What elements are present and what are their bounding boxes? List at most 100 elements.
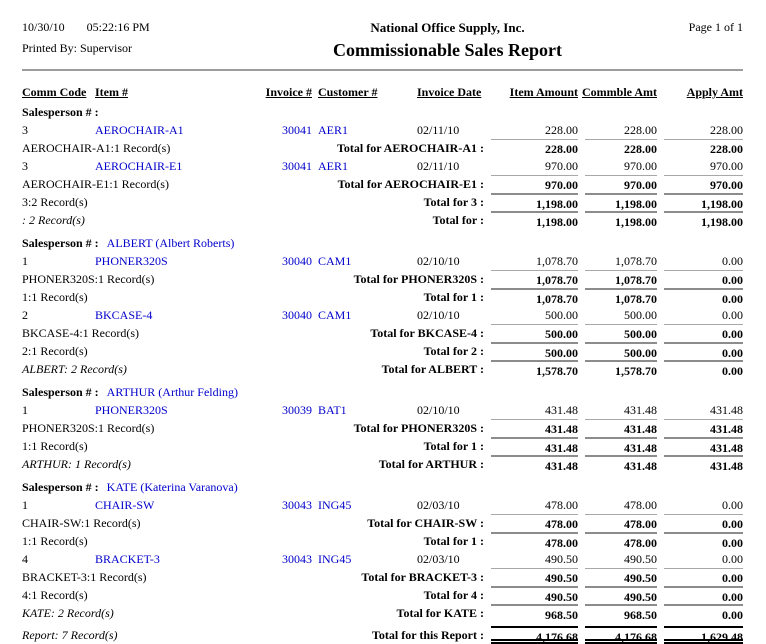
customer-link[interactable]: BAT1 [318, 403, 347, 417]
page-indicator: Page 1 of 1 [688, 20, 743, 34]
commble-amt-cell: 970.00 [624, 159, 657, 173]
total-row: ARTHUR: 1 Record(s) Total for ARTHUR : 4… [22, 455, 743, 473]
invoice-link[interactable]: 30040 [282, 308, 312, 322]
record-count-label: KATE: 2 Record(s) [22, 606, 114, 620]
salesperson-link[interactable]: KATE (Katerina Varanova) [106, 480, 238, 494]
customer-link[interactable]: CAM1 [318, 254, 352, 268]
print-date: 10/30/10 [22, 20, 65, 34]
report-title: Commissionable Sales Report [333, 40, 562, 60]
salesperson-link[interactable]: ARTHUR (Arthur Felding) [106, 385, 238, 399]
comm-code-cell: 1 [22, 498, 28, 512]
salesperson-link[interactable]: ALBERT (Albert Roberts) [106, 236, 235, 250]
item-amount-cell: 500.00 [545, 308, 578, 322]
record-count-label: 3:2 Record(s) [22, 195, 88, 209]
detail-row: 1 PHONER320S 30040 CAM1 02/10/10 1,078.7… [22, 252, 743, 270]
customer-link[interactable]: ING45 [318, 498, 352, 512]
salesperson-row: Salesperson # : KATE (Katerina Varanova) [22, 478, 743, 496]
total-commble-amt: 490.50 [585, 568, 657, 586]
record-count-label: 1:1 Record(s) [22, 439, 88, 453]
total-item-amount: 431.48 [491, 419, 578, 437]
total-item-amount: 1,198.00 [491, 193, 578, 211]
invoice-link[interactable]: 30043 [282, 498, 312, 512]
customer-link[interactable]: ING45 [318, 552, 352, 566]
total-label: Total for 1 : [423, 534, 484, 548]
item-link[interactable]: BRACKET-3 [95, 552, 160, 566]
salesperson-label: Salesperson # : [22, 385, 99, 399]
apply-amt-cell: 0.00 [722, 498, 743, 512]
report-rows: Salesperson # : 3 AEROCHAIR-A1 30041 AER… [22, 103, 743, 644]
customer-link[interactable]: AER1 [318, 123, 348, 137]
total-apply-amt: 0.00 [664, 568, 743, 586]
record-count-label: BRACKET-3:1 Record(s) [22, 570, 147, 584]
total-label: Total for this Report : [372, 628, 484, 642]
total-commble-amt: 228.00 [585, 139, 657, 157]
total-item-amount: 970.00 [491, 175, 578, 193]
salesperson-label: Salesperson # : [22, 236, 99, 250]
total-apply-amt: 228.00 [664, 139, 743, 157]
print-time: 05:22:16 PM [86, 20, 150, 34]
item-link[interactable]: AEROCHAIR-A1 [95, 123, 184, 137]
item-amount-cell: 478.00 [545, 498, 578, 512]
total-apply-amt: 1,198.00 [664, 211, 743, 229]
item-link[interactable]: PHONER320S [95, 254, 168, 268]
comm-code-cell: 1 [22, 254, 28, 268]
col-header-apply-amt: Apply Amt [686, 85, 743, 99]
item-link[interactable]: PHONER320S [95, 403, 168, 417]
apply-amt-cell: 431.48 [710, 403, 743, 417]
total-row: BKCASE-4:1 Record(s) Total for BKCASE-4 … [22, 324, 743, 342]
salesperson-link[interactable] [99, 105, 107, 119]
comm-code-cell: 2 [22, 308, 28, 322]
item-link[interactable]: AEROCHAIR-E1 [95, 159, 183, 173]
detail-row: 3 AEROCHAIR-A1 30041 AER1 02/11/10 228.0… [22, 121, 743, 139]
total-item-amount: 228.00 [491, 139, 578, 157]
header-divider [22, 69, 743, 71]
invoice-date-cell: 02/03/10 [417, 498, 460, 512]
printed-by: Printed By: Supervisor [22, 41, 132, 55]
detail-row: 3 AEROCHAIR-E1 30041 AER1 02/11/10 970.0… [22, 157, 743, 175]
total-row: BRACKET-3:1 Record(s) Total for BRACKET-… [22, 568, 743, 586]
invoice-link[interactable]: 30041 [282, 123, 312, 137]
total-commble-amt: 1,198.00 [585, 193, 657, 211]
col-header-commble-amt: Commble Amt [582, 85, 657, 99]
total-apply-amt: 0.00 [664, 270, 743, 288]
total-commble-amt: 431.48 [585, 437, 657, 455]
record-count-label: AEROCHAIR-E1:1 Record(s) [22, 177, 169, 191]
total-apply-amt: 970.00 [664, 175, 743, 193]
total-row: : 2 Record(s) Total for : 1,198.00 1,198… [22, 211, 743, 229]
item-link[interactable]: CHAIR-SW [95, 498, 155, 512]
total-row: KATE: 2 Record(s) Total for KATE : 968.5… [22, 604, 743, 622]
total-row: 1:1 Record(s) Total for 1 : 1,078.70 1,0… [22, 288, 743, 306]
apply-amt-cell: 0.00 [722, 254, 743, 268]
total-item-amount: 478.00 [491, 514, 578, 532]
total-apply-amt: 0.00 [664, 604, 743, 622]
total-item-amount: 1,078.70 [491, 270, 578, 288]
salesperson-row: Salesperson # : ARTHUR (Arthur Felding) [22, 383, 743, 401]
total-row: CHAIR-SW:1 Record(s) Total for CHAIR-SW … [22, 514, 743, 532]
item-link[interactable]: BKCASE-4 [95, 308, 153, 322]
total-row: ALBERT: 2 Record(s) Total for ALBERT : 1… [22, 360, 743, 378]
invoice-link[interactable]: 30040 [282, 254, 312, 268]
commble-amt-cell: 500.00 [624, 308, 657, 322]
customer-link[interactable]: CAM1 [318, 308, 352, 322]
total-item-amount: 1,198.00 [491, 211, 578, 229]
total-row: 2:1 Record(s) Total for 2 : 500.00 500.0… [22, 342, 743, 360]
total-apply-amt: 1,629.48 [664, 626, 743, 644]
invoice-link[interactable]: 30043 [282, 552, 312, 566]
col-header-invoice: Invoice # [265, 85, 312, 99]
invoice-link[interactable]: 30041 [282, 159, 312, 173]
customer-link[interactable]: AER1 [318, 159, 348, 173]
record-count-label: 2:1 Record(s) [22, 344, 88, 358]
total-commble-amt: 478.00 [585, 532, 657, 550]
col-header-customer: Customer # [318, 85, 378, 99]
record-count-label: BKCASE-4:1 Record(s) [22, 326, 139, 340]
total-label: Total for ARTHUR : [378, 457, 484, 471]
total-label: Total for KATE : [396, 606, 484, 620]
apply-amt-cell: 228.00 [710, 123, 743, 137]
total-row: Report: 7 Record(s) Total for this Repor… [22, 626, 743, 644]
total-label: Total for PHONER320S : [353, 421, 484, 435]
total-commble-amt: 970.00 [585, 175, 657, 193]
record-count-label: ALBERT: 2 Record(s) [22, 362, 127, 376]
total-row: 4:1 Record(s) Total for 4 : 490.50 490.5… [22, 586, 743, 604]
total-apply-amt: 0.00 [664, 324, 743, 342]
invoice-link[interactable]: 30039 [282, 403, 312, 417]
